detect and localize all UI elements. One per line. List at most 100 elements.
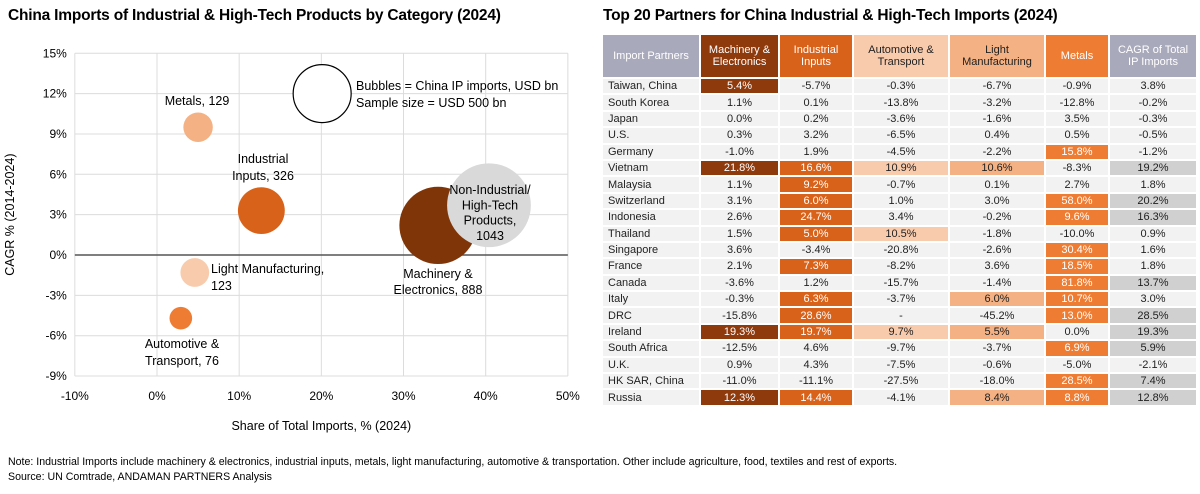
value-cell: 16.6% <box>779 159 854 178</box>
value-cell: 19.3% <box>1109 323 1198 342</box>
table-row: Switzerland 3.1% 6.0% 1.0% 3.0% 58.0% 20.2% <box>603 192 1198 211</box>
value-cell: 6.0% <box>949 291 1046 309</box>
partner-cell: Italy <box>603 291 701 309</box>
value-cell: 1.1% <box>700 94 780 112</box>
value-cell: -13.8% <box>853 94 950 112</box>
value-cell: 0.1% <box>779 94 854 112</box>
value-cell: 1.9% <box>779 143 854 161</box>
value-cell: 6.9% <box>1045 340 1110 358</box>
y-axis-title: CAGR % (2014-2024) <box>3 154 17 276</box>
bubble-chart-panel: China Imports of Industrial & High-Tech … <box>0 0 592 455</box>
value-cell: 9.7% <box>853 323 950 342</box>
value-cell: -20.8% <box>853 241 950 260</box>
partner-cell: South Africa <box>603 340 701 358</box>
value-cell: -3.6% <box>853 110 950 129</box>
table-row: U.S. 0.3% 3.2% -6.5% 0.4% 0.5% -0.5% <box>603 127 1198 145</box>
column-header: Industrial Inputs <box>779 35 854 79</box>
value-cell: -6.7% <box>949 78 1046 96</box>
bubble-label-non-industrial-high-tech-products: High-Tech <box>462 198 518 212</box>
table-row: Taiwan, China 5.4% -5.7% -0.3% -6.7% -0.9% 3.8… <box>603 78 1198 96</box>
value-cell: -0.3% <box>700 291 780 309</box>
value-cell: 10.6% <box>949 159 1046 178</box>
value-cell: 0.9% <box>1109 225 1198 243</box>
table-header-row: Import Partners Machinery & Electronics In… <box>603 35 1198 79</box>
value-cell: 20.2% <box>1109 192 1198 211</box>
bubble-label-metals: Metals, 129 <box>165 94 230 108</box>
table-row: HK SAR, China -11.0% -11.1% -27.5% -18.0% 28.… <box>603 373 1198 391</box>
value-cell: 1.2% <box>779 274 854 293</box>
value-cell: -5.7% <box>779 78 854 96</box>
value-cell: -3.6% <box>700 274 780 293</box>
value-cell: -12.5% <box>700 340 780 358</box>
bubble-label-machinery-electronics: Machinery & <box>403 267 473 281</box>
value-cell: -6.5% <box>853 127 950 145</box>
value-cell: -8.3% <box>1045 159 1110 178</box>
column-header: Metals <box>1045 35 1110 79</box>
value-cell: -4.1% <box>853 389 950 407</box>
partner-cell: South Korea <box>603 94 701 112</box>
table-row: South Korea 1.1% 0.1% -13.8% -3.2% -12.8% -0.2… <box>603 94 1198 112</box>
value-cell: -15.7% <box>853 274 950 293</box>
partner-cell: Taiwan, China <box>603 78 701 96</box>
value-cell: 6.0% <box>779 192 854 211</box>
value-cell: 30.4% <box>1045 241 1110 260</box>
value-cell: -8.2% <box>853 258 950 276</box>
y-tick-label: 9% <box>49 127 67 141</box>
value-cell: 3.2% <box>779 127 854 145</box>
value-cell: 28.5% <box>1045 373 1110 391</box>
value-cell: -2.1% <box>1109 356 1198 375</box>
value-cell: 12.3% <box>700 389 780 407</box>
value-cell: 3.5% <box>1045 110 1110 129</box>
bubble-light-manufacturing <box>180 258 210 287</box>
value-cell: 19.7% <box>779 323 854 342</box>
table-row: U.K. 0.9% 4.3% -7.5% -0.6% -5.0% -2.1% <box>603 356 1198 375</box>
value-cell: 0.5% <box>1045 127 1110 145</box>
partner-cell: Switzerland <box>603 192 701 211</box>
partner-cell: Singapore <box>603 241 701 260</box>
value-cell: 4.6% <box>779 340 854 358</box>
x-axis-title: Share of Total Imports, % (2024) <box>231 419 411 433</box>
partner-cell: Thailand <box>603 225 701 243</box>
x-tick-label: 50% <box>556 389 580 403</box>
value-cell: 0.1% <box>949 176 1046 194</box>
value-cell: -4.5% <box>853 143 950 161</box>
value-cell: 3.8% <box>1109 78 1198 96</box>
table-row: Ireland 19.3% 19.7% 9.7% 5.5% 0.0% 19.3% <box>603 323 1198 342</box>
value-cell: 81.8% <box>1045 274 1110 293</box>
value-cell: 10.7% <box>1045 291 1110 309</box>
source-text: Source: UN Comtrade, ANDAMAN PARTNERS An… <box>8 470 272 483</box>
value-cell: 10.9% <box>853 159 950 178</box>
value-cell: -12.8% <box>1045 94 1110 112</box>
value-cell: -9.7% <box>853 340 950 358</box>
value-cell: -7.5% <box>853 356 950 375</box>
value-cell: -3.4% <box>779 241 854 260</box>
value-cell: 15.8% <box>1045 143 1110 161</box>
value-cell: 0.2% <box>779 110 854 129</box>
value-cell: 2.6% <box>700 209 780 227</box>
y-tick-label: 0% <box>49 248 67 262</box>
value-cell: 3.6% <box>700 241 780 260</box>
value-cell: 7.3% <box>779 258 854 276</box>
partner-cell: U.S. <box>603 127 701 145</box>
value-cell: -0.9% <box>1045 78 1110 96</box>
value-cell: 13.0% <box>1045 307 1110 325</box>
partners-table-panel: Top 20 Partners for China Industrial & H… <box>603 0 1200 455</box>
partner-cell: Canada <box>603 274 701 293</box>
value-cell: 0.4% <box>949 127 1046 145</box>
value-cell: -10.0% <box>1045 225 1110 243</box>
column-header: CAGR of Total IP Imports <box>1109 35 1198 79</box>
bubble-label-light-manufacturing: 123 <box>211 279 232 293</box>
partner-cell: HK SAR, China <box>603 373 701 391</box>
x-tick-label: 30% <box>391 389 415 403</box>
value-cell: 3.6% <box>949 258 1046 276</box>
bubble-label-automotive-transport: Automotive & <box>145 337 220 351</box>
value-cell: -3.2% <box>949 94 1046 112</box>
bubble-industrial-inputs <box>237 187 285 235</box>
value-cell: 24.7% <box>779 209 854 227</box>
bubble-label-automotive-transport: Transport, 76 <box>145 354 219 368</box>
y-tick-label: 12% <box>43 87 67 101</box>
value-cell: 1.8% <box>1109 176 1198 194</box>
value-cell: 18.5% <box>1045 258 1110 276</box>
value-cell: 14.4% <box>779 389 854 407</box>
value-cell: 19.2% <box>1109 159 1198 178</box>
